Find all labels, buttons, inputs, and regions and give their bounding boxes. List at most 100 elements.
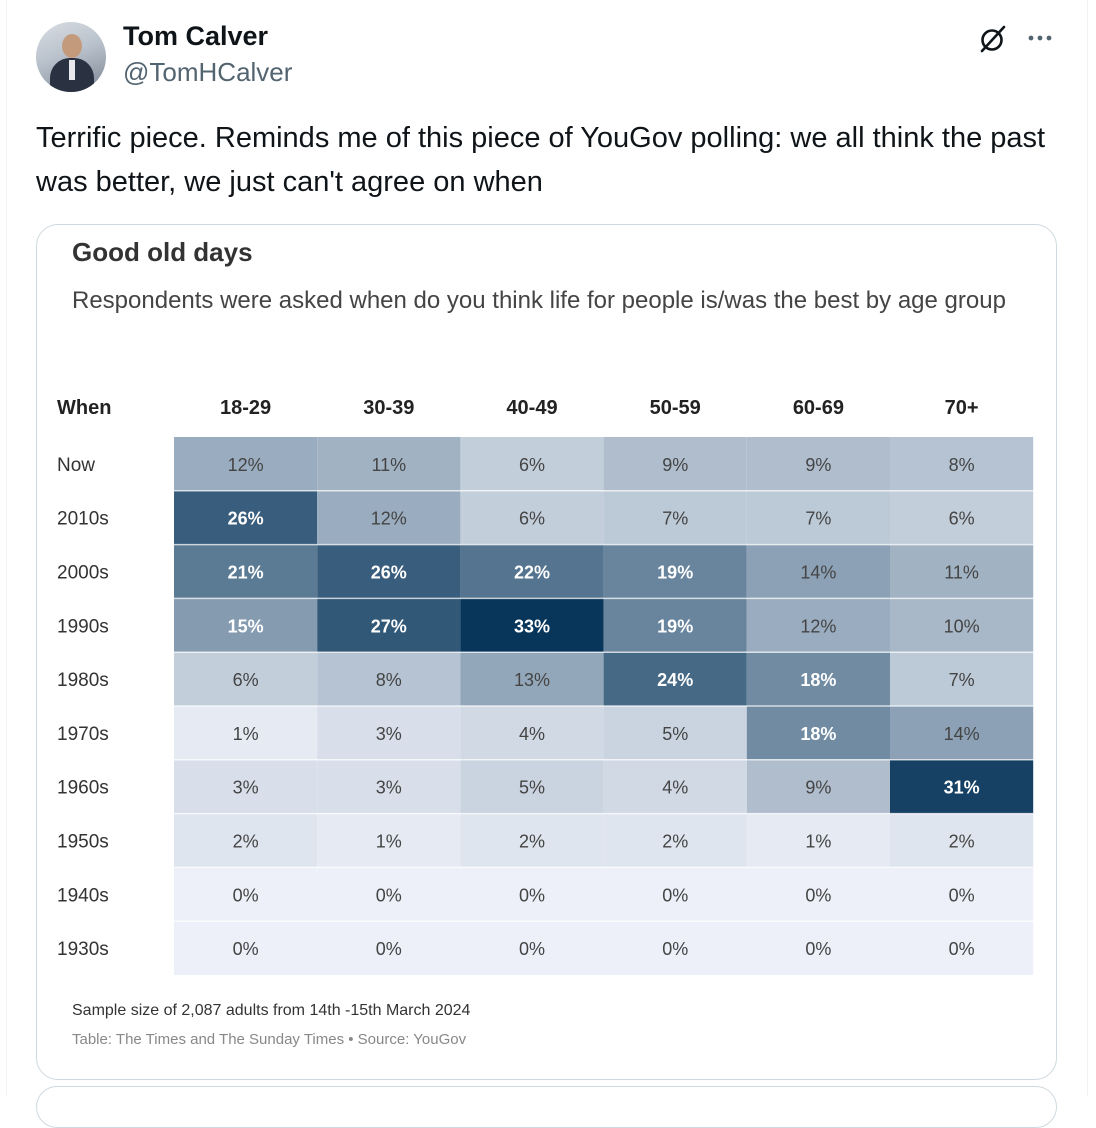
cell-value: 27%: [371, 616, 407, 636]
cell-value: 0%: [519, 939, 545, 959]
heatmap-chart: When 18-29 30-39 40-49 50-59 60-69 70+ Now 12% 11…: [57, 397, 1034, 975]
column-header: 60-69: [793, 397, 844, 419]
row-label: 2000s: [57, 563, 109, 584]
row-label: 1990s: [57, 616, 109, 637]
tweet-text: Terrific piece. Reminds me of this piece…: [36, 122, 1046, 198]
chart-subtitle: Respondents were asked when do you think…: [72, 287, 1006, 314]
heatmap-cell: [603, 544, 747, 599]
cell-value: 22%: [514, 563, 550, 583]
cell-value: 1%: [233, 724, 259, 744]
heatmap-cell: [890, 490, 1034, 545]
cell-value: 8%: [376, 670, 402, 690]
cell-value: 2%: [949, 832, 975, 852]
cell-value: 26%: [371, 563, 407, 583]
heatmap-cell: [890, 652, 1034, 706]
heatmap-cell: [174, 706, 318, 760]
heatmap-cell: [603, 921, 747, 975]
heatmap-cell: [603, 652, 747, 706]
column-header: 18-29: [220, 397, 271, 419]
heatmap-cell: [746, 544, 890, 599]
column-header: 70+: [945, 397, 979, 419]
cell-value: 1%: [376, 832, 402, 852]
row-label: 1950s: [57, 832, 109, 853]
column-header: 30-39: [363, 397, 414, 419]
heatmap-cell: [174, 867, 318, 922]
heatmap-cell: [460, 759, 604, 814]
heatmap-cell: [890, 867, 1034, 922]
media-card[interactable]: Good old days Respondents were asked whe…: [36, 224, 1057, 1080]
cell-value: 6%: [519, 455, 545, 475]
cell-value: 18%: [800, 724, 836, 744]
cell-value: 0%: [949, 885, 975, 905]
cell-value: 6%: [233, 670, 259, 690]
cell-value: 5%: [662, 724, 688, 744]
cell-value: 8%: [949, 455, 975, 475]
cell-value: 12%: [228, 455, 264, 475]
avatar[interactable]: [36, 22, 106, 92]
heatmap-cell: [890, 706, 1034, 760]
next-card-edge: [36, 1086, 1057, 1128]
heatmap-cell: [317, 598, 461, 653]
heatmap-cell: [174, 921, 318, 975]
timeline-border-left: [6, 0, 7, 1096]
heatmap-cell: [746, 867, 890, 922]
cell-value: 0%: [519, 885, 545, 905]
heatmap-cell: [317, 867, 461, 922]
heatmap-cell: [603, 867, 747, 922]
heatmap-cell: [746, 437, 890, 491]
heatmap-cell: [460, 652, 604, 706]
cell-value: 12%: [800, 616, 836, 636]
heatmap-cell: [317, 652, 461, 706]
heatmap-cell: [890, 544, 1034, 599]
heatmap-cell: [174, 437, 318, 491]
heatmap-cell: [174, 544, 318, 599]
heatmap-cell: [746, 759, 890, 814]
heatmap-cell: [317, 490, 461, 545]
cell-value: 0%: [662, 885, 688, 905]
heatmap-corner-label: When: [57, 397, 111, 419]
row-label: 2010s: [57, 509, 109, 530]
heatmap-cell: [603, 759, 747, 814]
heatmap-cell: [746, 813, 890, 868]
row-label: Now: [57, 455, 95, 476]
heatmap-cell: [317, 813, 461, 868]
column-header: 50-59: [650, 397, 701, 419]
heatmap-cell: [603, 490, 747, 545]
row-label: 1970s: [57, 724, 109, 745]
heatmap-cell: [460, 437, 604, 491]
heatmap-cell: [460, 490, 604, 545]
heatmap-cell: [174, 652, 318, 706]
author-name[interactable]: Tom Calver: [123, 21, 269, 51]
heatmap-cell: [317, 437, 461, 491]
heatmap-cell: [746, 706, 890, 760]
cell-value: 2%: [662, 832, 688, 852]
cell-value: 2%: [519, 832, 545, 852]
cell-value: 33%: [514, 616, 550, 636]
cell-value: 31%: [944, 778, 980, 798]
heatmap-cell: [746, 921, 890, 975]
cell-value: 14%: [800, 563, 836, 583]
chart-footnote: Sample size of 2,087 adults from 14th -1…: [72, 1002, 471, 1019]
cell-value: 11%: [944, 563, 979, 583]
grok-icon[interactable]: [978, 24, 1008, 54]
cell-value: 0%: [233, 885, 259, 905]
cell-value: 0%: [805, 885, 831, 905]
row-label: 1940s: [57, 885, 109, 906]
author-handle[interactable]: @TomHCalver: [123, 57, 293, 87]
heatmap-cell: [890, 921, 1034, 975]
heatmap-cell: [317, 921, 461, 975]
heatmap-cell: [890, 813, 1034, 868]
cell-value: 5%: [519, 778, 545, 798]
heatmap-cell: [603, 706, 747, 760]
more-icon[interactable]: [1026, 24, 1054, 52]
row-label: 1930s: [57, 939, 109, 960]
heatmap-cell: [890, 759, 1034, 814]
heatmap-cell: [890, 598, 1034, 653]
chart-source: Table: The Times and The Sunday Times • …: [72, 1031, 467, 1048]
cell-value: 0%: [376, 939, 402, 959]
heatmap-cell: [603, 598, 747, 653]
cell-value: 19%: [657, 563, 693, 583]
cell-value: 0%: [376, 885, 402, 905]
cell-value: 2%: [233, 832, 259, 852]
cell-value: 9%: [805, 778, 831, 798]
